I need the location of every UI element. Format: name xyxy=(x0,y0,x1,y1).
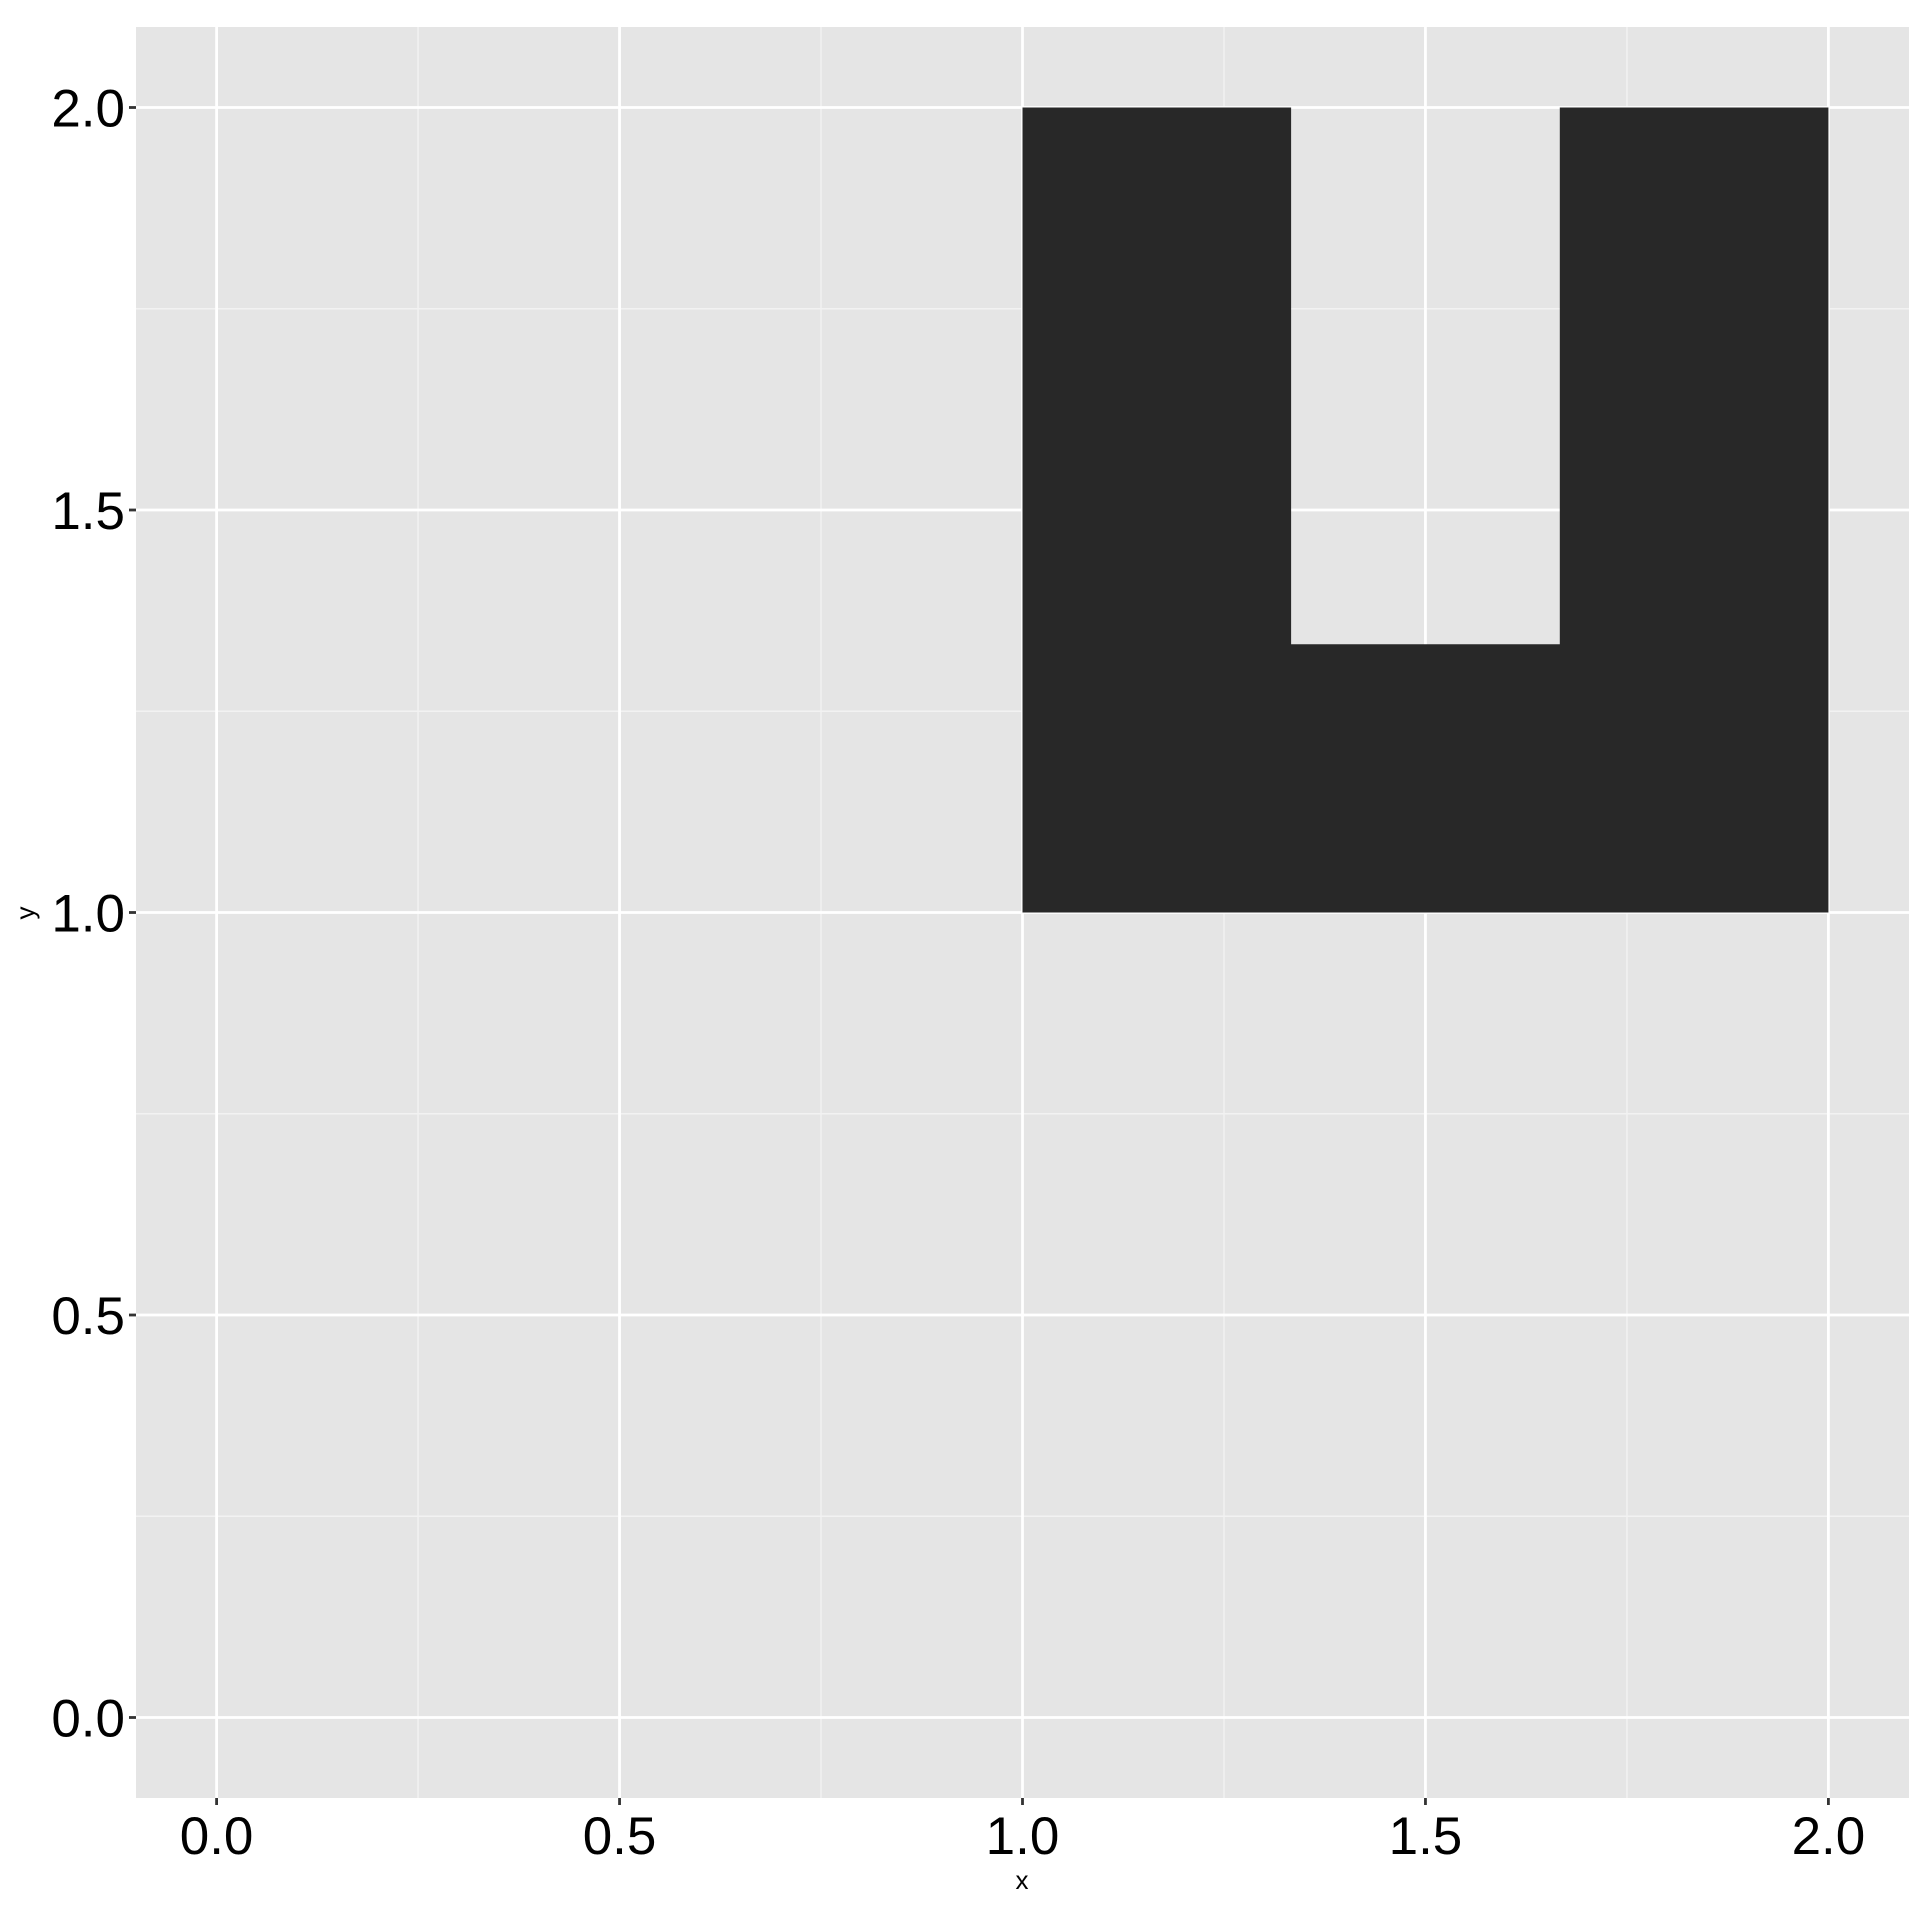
y-tick-label-1: 0.5 xyxy=(51,1287,125,1346)
u-shape-polygon xyxy=(1022,107,1829,913)
data-marks xyxy=(1022,107,1829,913)
y-tick-label-3: 1.5 xyxy=(51,482,125,541)
y-tick-label-4: 2.0 xyxy=(51,80,125,139)
x-tick-label-0: 0.0 xyxy=(180,1807,254,1866)
x-tick-label-1: 0.5 xyxy=(583,1807,657,1866)
x-tick-label-2: 1.0 xyxy=(986,1807,1060,1866)
axis-ticks: 0.0 0.5 1.0 1.5 2.0 0.0 0.5 1.0 1.5 2.0 xyxy=(51,80,1865,1867)
y-tick-label-2: 1.0 xyxy=(51,885,125,944)
x-axis-title: x xyxy=(1016,1865,1029,1895)
x-tick-label-4: 2.0 xyxy=(1792,1807,1866,1866)
y-tick-label-0: 0.0 xyxy=(51,1690,125,1749)
x-tick-label-3: 1.5 xyxy=(1389,1807,1463,1866)
y-axis-title: y xyxy=(10,907,40,920)
